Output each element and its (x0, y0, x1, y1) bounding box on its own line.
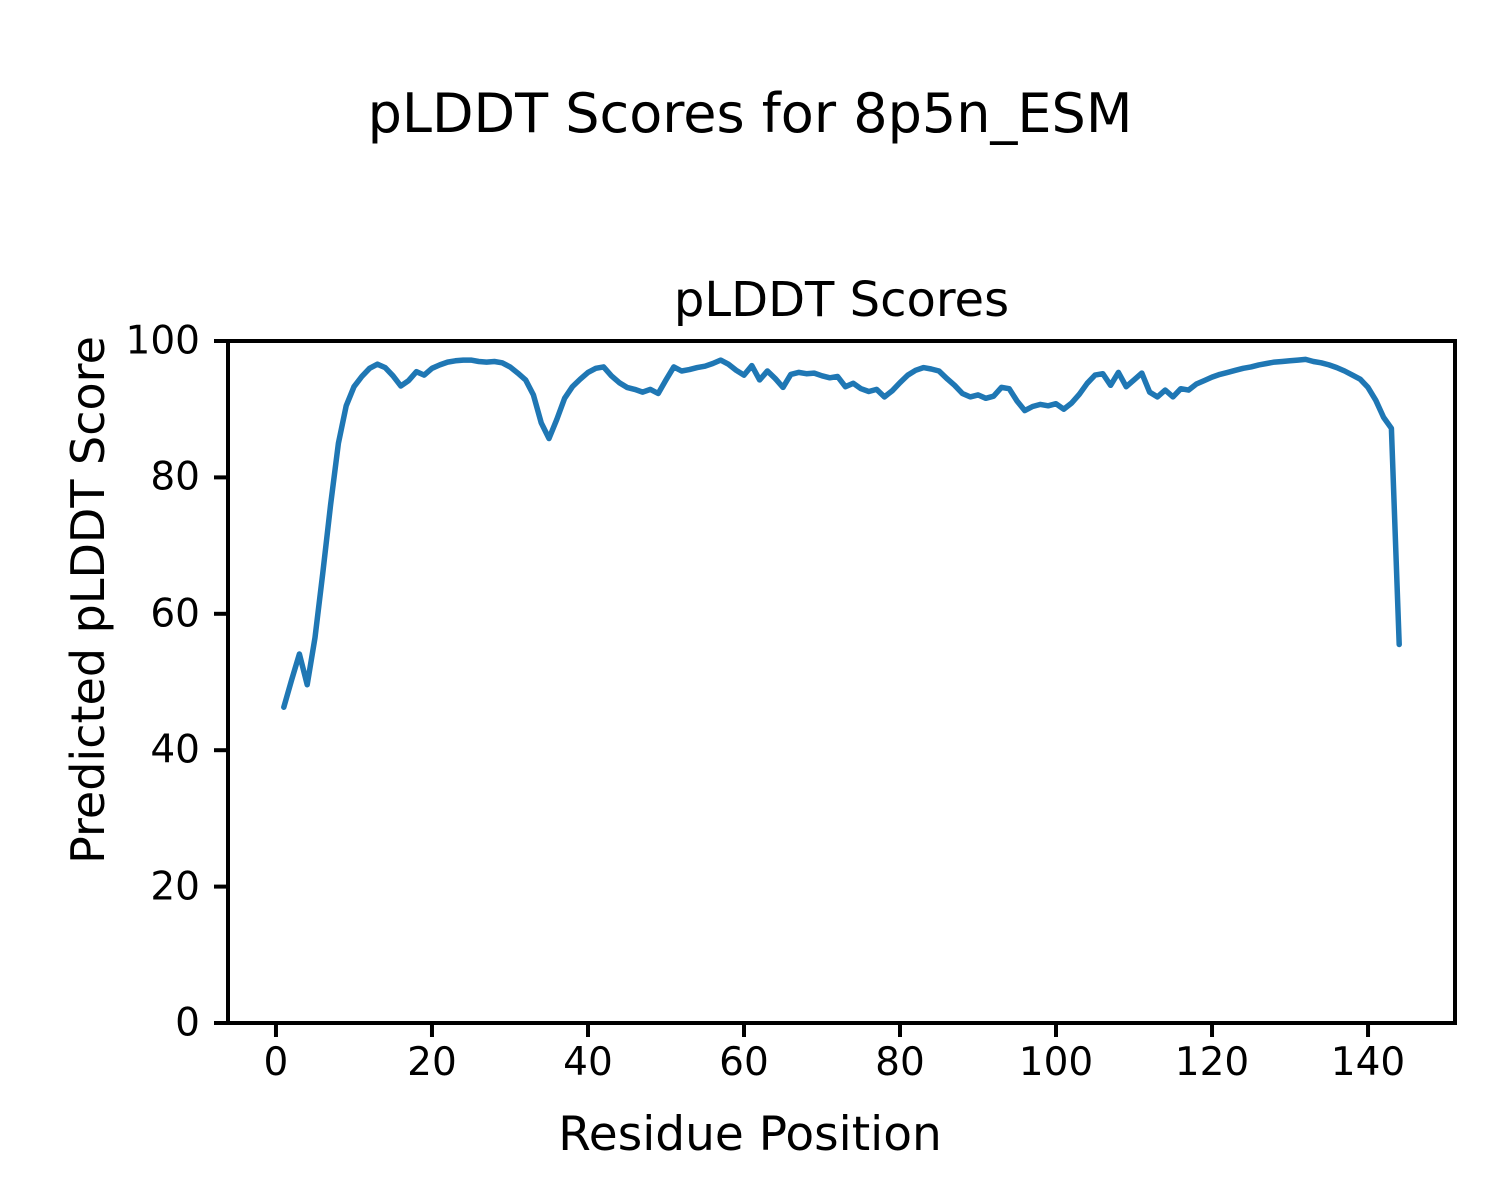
x-tick-label: 60 (719, 1040, 769, 1085)
x-tick-label: 100 (1018, 1040, 1094, 1085)
plot-area (226, 339, 1457, 1025)
x-tick-label: 80 (875, 1040, 925, 1085)
y-tick-label: 80 (150, 454, 200, 500)
y-tick-label: 60 (150, 591, 200, 637)
y-axis-label: Predicted pLDDT Score (61, 336, 115, 864)
figure-title: pLDDT Scores for 8p5n_ESM (367, 82, 1133, 145)
x-tick-label: 120 (1174, 1040, 1250, 1085)
x-tick-label: 40 (563, 1040, 613, 1085)
x-tick-label: 0 (263, 1040, 289, 1085)
y-tick-label: 100 (125, 318, 200, 364)
x-axis-label: Residue Position (558, 1107, 942, 1162)
y-tick-label: 20 (150, 864, 200, 910)
y-tick-label: 40 (150, 727, 200, 773)
y-tick-label: 0 (175, 1000, 200, 1046)
plddt-line (281, 356, 1402, 710)
x-tick-label: 20 (407, 1040, 457, 1085)
x-tick-label: 140 (1330, 1040, 1406, 1085)
axes-title: pLDDT Scores (673, 272, 1010, 328)
